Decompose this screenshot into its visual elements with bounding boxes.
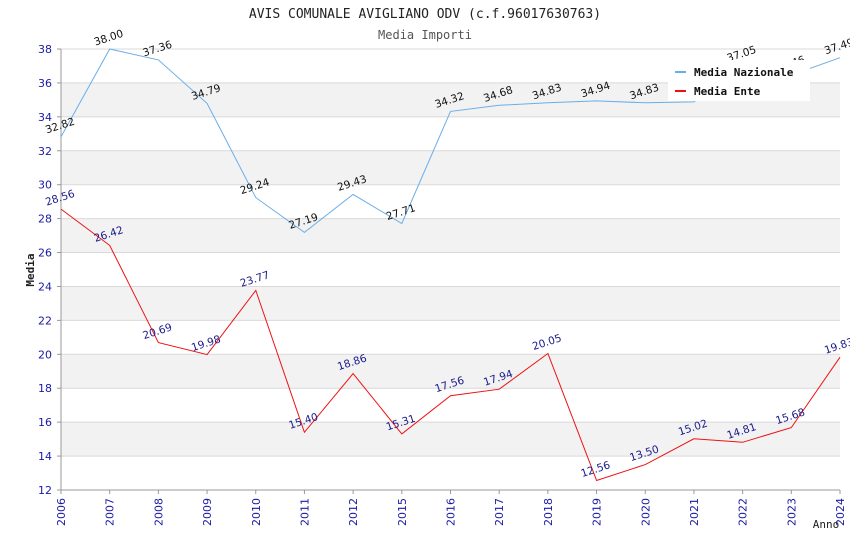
x-tick-label: 2006	[55, 498, 68, 526]
x-tick-label: 2015	[396, 498, 409, 526]
x-tick-label: 2010	[250, 498, 263, 526]
grid-band	[61, 354, 840, 389]
legend-entry: Media Ente	[694, 85, 761, 98]
x-tick-label: 2023	[785, 498, 798, 526]
x-tick-label: 2017	[493, 498, 506, 526]
grid-band	[61, 286, 840, 321]
y-tick-label: 32	[38, 145, 52, 158]
y-tick-label: 24	[38, 280, 52, 293]
data-label: 19.83	[823, 336, 850, 357]
y-tick-label: 26	[38, 247, 52, 260]
y-tick-label: 22	[38, 314, 52, 327]
x-tick-label: 2008	[152, 498, 165, 526]
y-tick-label: 38	[38, 43, 52, 56]
legend-box	[668, 60, 810, 101]
x-axis-ticks: 2006 2007 2008 2009 2010 2011 2012 2015 2016 2017…	[55, 490, 847, 526]
series-line-media-ente	[60, 208, 841, 482]
x-tick-label: 2009	[201, 498, 214, 526]
legend-entry: Media Nazionale	[694, 66, 794, 79]
x-tick-label: 2019	[591, 498, 604, 526]
x-tick-label: 2020	[639, 498, 652, 526]
y-tick-label: 34	[38, 111, 52, 124]
grid-band	[61, 218, 840, 253]
y-tick-label: 36	[38, 77, 52, 90]
x-axis-label: Anno	[813, 518, 840, 531]
x-tick-label: 2024	[834, 498, 847, 526]
chart-subtitle: Media Importi	[378, 28, 472, 42]
x-tick-label: 2016	[445, 498, 458, 526]
data-label: 20.05	[531, 332, 563, 353]
x-tick-label: 2018	[542, 498, 555, 526]
x-tick-label: 2007	[104, 498, 117, 526]
y-tick-label: 18	[38, 382, 52, 395]
y-tick-label: 12	[38, 484, 52, 497]
data-label: 37.36	[141, 39, 174, 60]
y-tick-label: 20	[38, 348, 52, 361]
y-tick-label: 16	[38, 416, 52, 429]
grid-band	[61, 422, 840, 457]
y-tick-label: 28	[38, 213, 52, 226]
data-label: 19.98	[190, 333, 222, 354]
y-tick-label: 30	[38, 179, 52, 192]
data-label: 37.49	[823, 36, 850, 57]
chart-title: AVIS COMUNALE AVIGLIANO ODV (c.f.9601763…	[249, 7, 601, 22]
legend: Media Nazionale Media Ente	[668, 60, 810, 101]
data-label: 20.69	[141, 321, 173, 342]
y-axis-label: Media	[24, 253, 37, 286]
y-axis-ticks: 12 14 16 18 20 22 24 26 28 30 32 34 36 38	[38, 43, 61, 497]
data-label: 38.00	[93, 28, 125, 49]
x-tick-label: 2012	[347, 498, 360, 526]
x-tick-label: 2021	[688, 498, 701, 526]
grid-band	[61, 150, 840, 185]
grid-lines	[61, 48, 840, 491]
x-tick-label: 2011	[298, 498, 311, 526]
x-tick-label: 2022	[737, 498, 750, 526]
grid-bands	[61, 82, 840, 457]
y-tick-label: 14	[38, 450, 52, 463]
